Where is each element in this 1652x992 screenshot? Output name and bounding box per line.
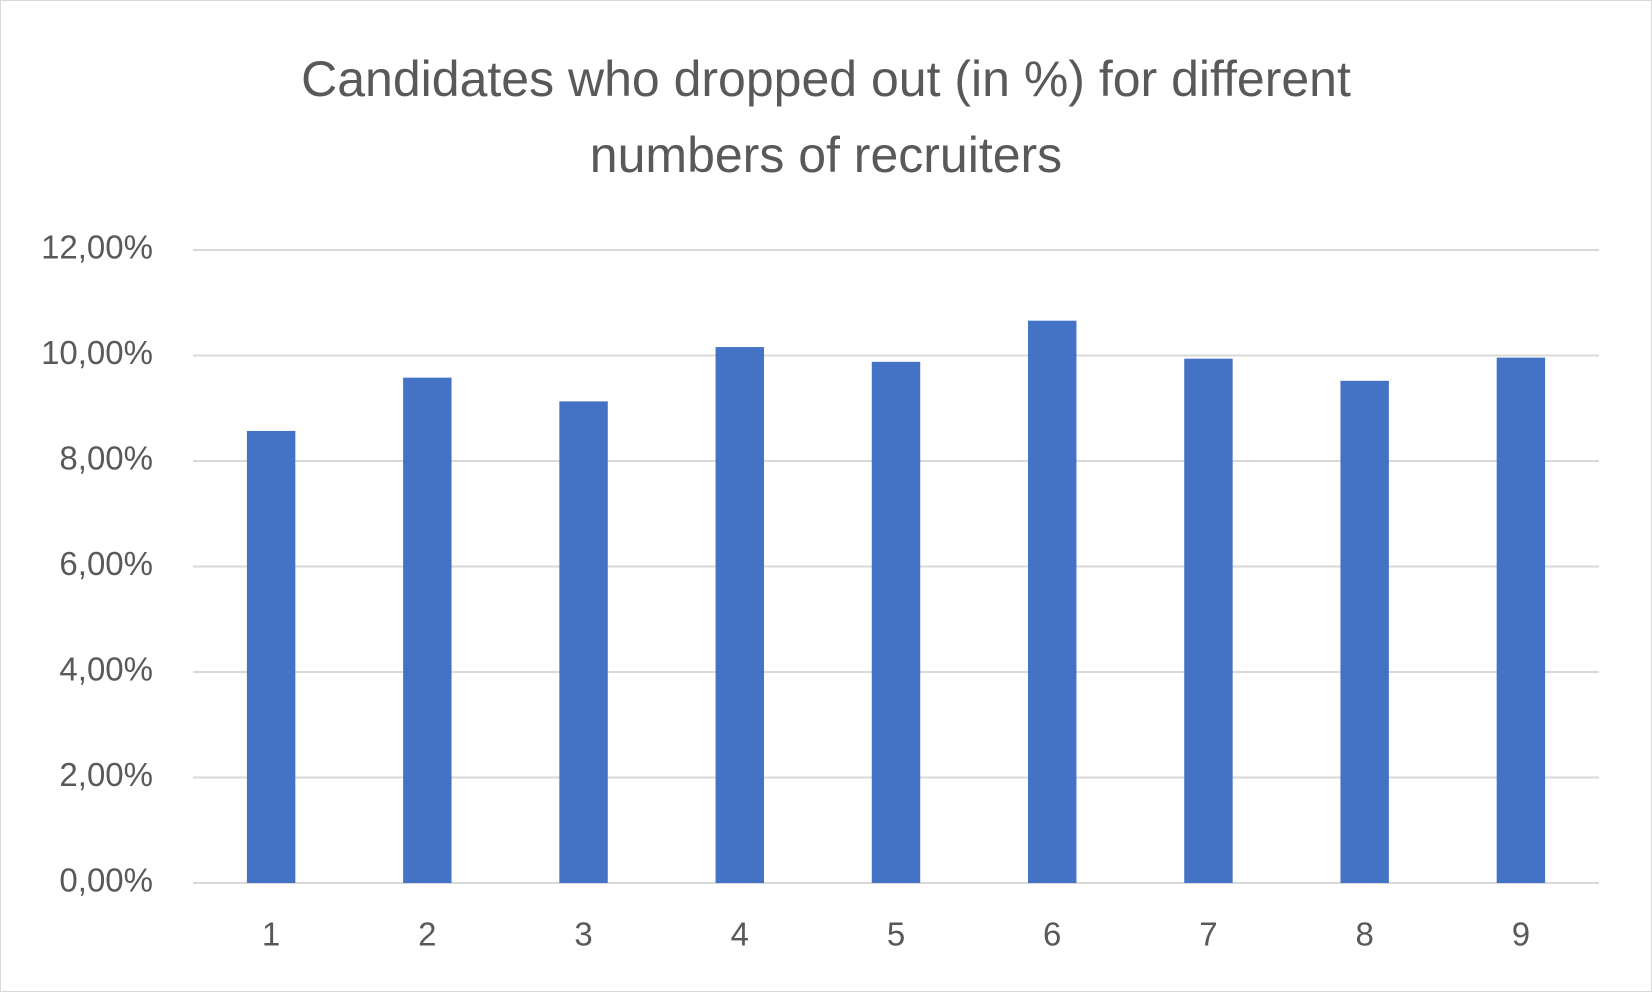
bar bbox=[1496, 357, 1546, 883]
y-tick-label: 8,00% bbox=[59, 440, 153, 477]
bar bbox=[1340, 380, 1389, 883]
x-tick-label: 5 bbox=[887, 916, 905, 953]
y-tick-label: 2,00% bbox=[59, 756, 153, 793]
y-tick-label: 12,00% bbox=[41, 229, 153, 266]
x-tick-label: 8 bbox=[1355, 916, 1373, 953]
x-tick-label: 7 bbox=[1199, 916, 1217, 953]
bar bbox=[246, 430, 296, 883]
bar bbox=[715, 347, 764, 883]
bar bbox=[1028, 320, 1077, 883]
y-tick-label: 0,00% bbox=[59, 862, 153, 899]
y-tick-label: 6,00% bbox=[59, 545, 153, 582]
x-tick-label: 9 bbox=[1512, 916, 1530, 953]
bar bbox=[871, 361, 921, 884]
bar bbox=[1184, 358, 1233, 883]
chart-title: Candidates who dropped out (in %) for di… bbox=[301, 51, 1351, 183]
bar bbox=[559, 401, 608, 883]
y-tick-label: 4,00% bbox=[59, 651, 153, 688]
x-tick-label: 4 bbox=[731, 916, 749, 953]
x-tick-label: 2 bbox=[418, 916, 436, 953]
x-tick-label: 6 bbox=[1043, 916, 1061, 953]
bar bbox=[403, 377, 452, 883]
y-tick-label: 10,00% bbox=[41, 334, 153, 371]
x-tick-label: 1 bbox=[262, 916, 280, 953]
x-tick-label: 3 bbox=[574, 916, 592, 953]
